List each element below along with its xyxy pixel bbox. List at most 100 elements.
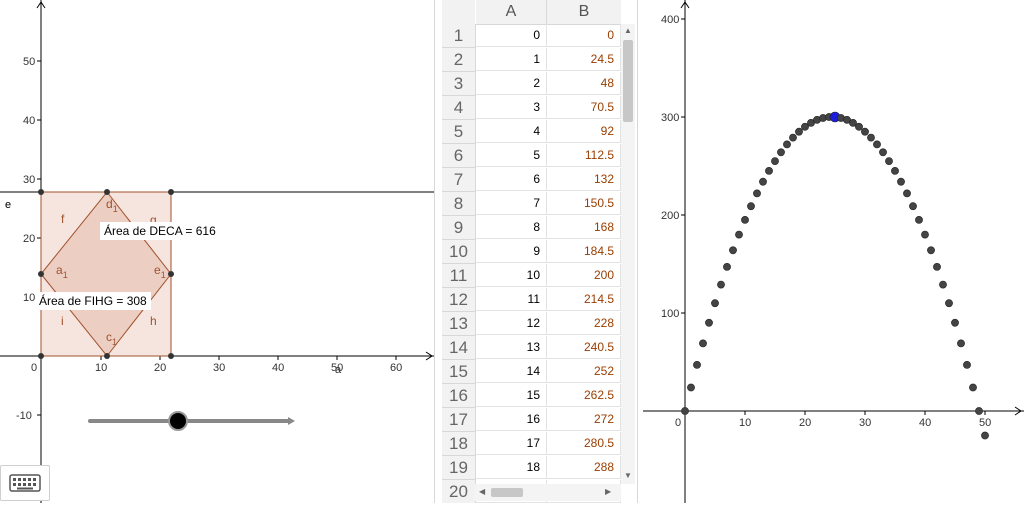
scatter-point[interactable] — [765, 166, 773, 175]
row-header[interactable]: 16 — [442, 384, 476, 408]
cell-b[interactable]: 150.5 — [547, 192, 621, 215]
cell-a[interactable]: 16 — [476, 408, 547, 431]
scatter-point[interactable] — [879, 148, 887, 157]
scatter-point[interactable] — [681, 407, 689, 415]
slider[interactable] — [88, 411, 295, 431]
row-header[interactable]: 4 — [442, 96, 476, 120]
cell-b[interactable]: 92 — [547, 120, 621, 143]
row-header[interactable]: 19 — [442, 456, 476, 480]
cell-a[interactable]: 12 — [476, 312, 547, 335]
scatter-point[interactable] — [771, 157, 779, 165]
cell-a[interactable]: 10 — [476, 264, 547, 287]
scatter-point[interactable] — [933, 262, 941, 271]
scatter-point[interactable] — [789, 133, 797, 142]
row-header[interactable]: 18 — [442, 432, 476, 456]
horizontal-scroll-thumb[interactable] — [491, 488, 523, 497]
scatter-point[interactable] — [873, 140, 881, 149]
points[interactable] — [38, 189, 174, 359]
scatter-point[interactable] — [705, 318, 713, 327]
cell-b[interactable]: 288 — [547, 456, 621, 479]
scatter-point[interactable] — [951, 318, 959, 327]
cell-b[interactable]: 200 — [547, 264, 621, 287]
scatter-point[interactable] — [801, 122, 809, 131]
scatter-point[interactable] — [915, 215, 923, 224]
row-header[interactable]: 3 — [442, 72, 476, 96]
vertical-scrollbar[interactable]: ▲ ▼ — [621, 24, 635, 484]
scatter-point[interactable] — [741, 215, 749, 224]
scatter-points[interactable] — [681, 111, 989, 440]
cell-a[interactable]: 6 — [476, 168, 547, 191]
scatter-point[interactable] — [981, 431, 989, 440]
cell-a[interactable]: 8 — [476, 216, 547, 239]
scatter-point[interactable] — [693, 360, 701, 369]
scatter-point[interactable] — [795, 127, 803, 136]
scatter-point[interactable] — [945, 299, 953, 308]
scatter-point[interactable] — [897, 177, 905, 186]
scatter-point[interactable] — [777, 148, 785, 157]
scatter-point[interactable] — [957, 339, 965, 348]
scatter-point[interactable] — [783, 140, 791, 149]
scatter-point[interactable] — [891, 166, 899, 175]
scatter-point[interactable] — [975, 407, 983, 415]
scatter-point[interactable] — [939, 280, 947, 289]
cell-b[interactable]: 132 — [547, 168, 621, 191]
cell-b[interactable]: 262.5 — [547, 384, 621, 407]
cell-a[interactable]: 14 — [476, 360, 547, 383]
cell-a[interactable]: 7 — [476, 192, 547, 215]
row-header[interactable]: 5 — [442, 120, 476, 144]
cell-b[interactable]: 228 — [547, 312, 621, 335]
row-header[interactable]: 10 — [442, 240, 476, 264]
cell-a[interactable]: 3 — [476, 96, 547, 119]
scatter-point[interactable] — [927, 246, 935, 255]
scatter-point[interactable] — [729, 246, 737, 255]
cell-b[interactable]: 252 — [547, 360, 621, 383]
cell-a[interactable]: 15 — [476, 384, 547, 407]
spreadsheet-view[interactable]: A B 1 0 0 2 1 24.5 3 2 48 4 3 70.5 5 4 92 6 5 112.5 7 6 132 8… — [434, 0, 638, 503]
scroll-down-icon[interactable]: ▼ — [624, 471, 632, 480]
row-header[interactable]: 9 — [442, 216, 476, 240]
cell-a[interactable]: 13 — [476, 336, 547, 359]
scroll-right-icon[interactable]: ▶ — [605, 487, 612, 496]
row-header[interactable]: 17 — [442, 408, 476, 432]
cell-b[interactable]: 168 — [547, 216, 621, 239]
column-header-b[interactable]: B — [547, 0, 621, 25]
cell-a[interactable]: 1 — [476, 48, 547, 71]
cell-a[interactable]: 4 — [476, 120, 547, 143]
cell-b[interactable]: 184.5 — [547, 240, 621, 263]
scatter-point[interactable] — [969, 383, 977, 392]
cell-b[interactable]: 48 — [547, 72, 621, 95]
column-header-a[interactable]: A — [476, 0, 547, 25]
slider-knob[interactable] — [168, 411, 188, 431]
cell-a[interactable]: 17 — [476, 432, 547, 455]
cell-b[interactable]: 70.5 — [547, 96, 621, 119]
cell-b[interactable]: 214.5 — [547, 288, 621, 311]
keyboard-button[interactable] — [0, 465, 50, 501]
horizontal-scrollbar[interactable]: ◀ ▶ — [475, 484, 621, 501]
scatter-point[interactable] — [963, 360, 971, 369]
graphics-canvas-2[interactable]: 0 10 20 30 40 50 100 200 300 400 — [643, 0, 1024, 503]
cell-b[interactable]: 24.5 — [547, 48, 621, 71]
scatter-point[interactable] — [747, 202, 755, 211]
scatter-point[interactable] — [687, 383, 695, 392]
scatter-point[interactable] — [711, 299, 719, 308]
cell-b[interactable]: 112.5 — [547, 144, 621, 167]
vertical-scroll-thumb[interactable] — [623, 40, 633, 122]
scatter-point[interactable] — [921, 230, 929, 239]
scatter-point[interactable] — [723, 262, 731, 271]
cell-a[interactable]: 0 — [476, 24, 547, 47]
scroll-left-icon[interactable]: ◀ — [479, 487, 486, 496]
spreadsheet-corner[interactable] — [442, 0, 475, 25]
row-header[interactable]: 14 — [442, 336, 476, 360]
scatter-point[interactable] — [867, 133, 875, 142]
graphics-canvas-1[interactable]: 0 10 20 30 40 50 60 a -10 10 20 30 40 50… — [0, 0, 434, 503]
row-header[interactable]: 11 — [442, 264, 476, 288]
cell-b[interactable]: 280.5 — [547, 432, 621, 455]
scatter-point[interactable] — [699, 339, 707, 348]
cell-a[interactable]: 9 — [476, 240, 547, 263]
scatter-point[interactable] — [849, 119, 857, 127]
scatter-point[interactable] — [717, 280, 725, 289]
row-header[interactable]: 20 — [442, 480, 476, 503]
row-header[interactable]: 8 — [442, 192, 476, 216]
scatter-point[interactable] — [855, 122, 863, 131]
cell-b[interactable]: 240.5 — [547, 336, 621, 359]
